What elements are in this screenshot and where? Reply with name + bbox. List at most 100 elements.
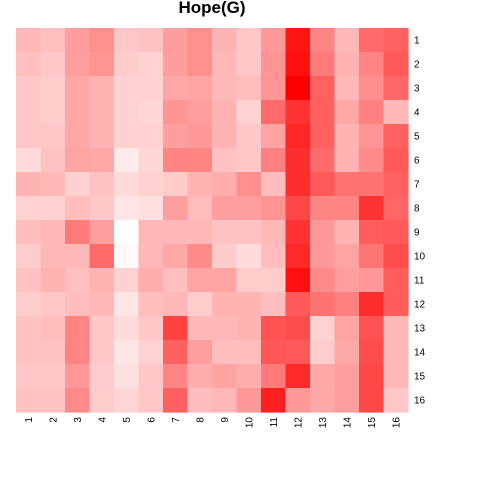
heatmap-cell-r9-c1 (16, 220, 42, 245)
heatmap-cell-r5-c4 (89, 124, 115, 149)
heatmap-cell-r10-c3 (65, 244, 91, 269)
y-tick-label: 1 (414, 36, 420, 47)
heatmap-cell-r1-c16 (383, 28, 409, 53)
heatmap-cell-r16-c7 (163, 388, 189, 413)
heatmap-cell-r8-c9 (212, 196, 238, 221)
heatmap-cell-r15-c3 (65, 364, 91, 389)
heatmap-cell-r4-c9 (212, 100, 238, 125)
heatmap-cell-r6-c15 (359, 148, 385, 173)
x-tick-label: 3 (73, 417, 84, 423)
heatmap-cell-r3-c7 (163, 76, 189, 101)
y-tick-label: 8 (414, 204, 420, 215)
heatmap-cell-r7-c5 (114, 172, 140, 197)
heatmap-cell-r6-c13 (310, 148, 336, 173)
x-tick-label: 1 (24, 417, 35, 423)
y-tick-label: 6 (414, 156, 420, 167)
heatmap-cell-r8-c6 (138, 196, 164, 221)
heatmap-cell-r14-c3 (65, 340, 91, 365)
heatmap-cell-r1-c5 (114, 28, 140, 53)
heatmap-cell-r15-c12 (285, 364, 311, 389)
heatmap-cell-r13-c9 (212, 316, 238, 341)
heatmap-cell-r2-c14 (334, 52, 360, 77)
x-tick-label: 14 (342, 417, 353, 429)
heatmap-cell-r11-c8 (187, 268, 213, 293)
heatmap-cell-r6-c3 (65, 148, 91, 173)
heatmap-cell-r4-c10 (236, 100, 262, 125)
heatmap-cell-r4-c5 (114, 100, 140, 125)
x-tick-label: 7 (171, 417, 182, 423)
heatmap-cell-r11-c7 (163, 268, 189, 293)
heatmap-cell-r13-c8 (187, 316, 213, 341)
heatmap-cell-r15-c8 (187, 364, 213, 389)
heatmap-cell-r12-c3 (65, 292, 91, 317)
heatmap-cell-r7-c11 (261, 172, 287, 197)
heatmap-cell-r11-c16 (383, 268, 409, 293)
heatmap-cell-r2-c8 (187, 52, 213, 77)
heatmap-cell-r3-c1 (16, 76, 42, 101)
heatmap-cell-r3-c3 (65, 76, 91, 101)
heatmap-cell-r2-c2 (40, 52, 66, 77)
heatmap-cell-r6-c8 (187, 148, 213, 173)
heatmap-cell-r1-c4 (89, 28, 115, 53)
heatmap-cell-r2-c5 (114, 52, 140, 77)
heatmap-cell-r12-c9 (212, 292, 238, 317)
x-tick-label: 2 (48, 417, 59, 423)
heatmap-cell-r8-c11 (261, 196, 287, 221)
heatmap-cell-r14-c14 (334, 340, 360, 365)
y-tick-label: 12 (414, 300, 426, 311)
heatmap-cell-r12-c11 (261, 292, 287, 317)
heatmap-cell-r1-c8 (187, 28, 213, 53)
heatmap-cell-r10-c13 (310, 244, 336, 269)
heatmap-cell-r13-c10 (236, 316, 262, 341)
heatmap-cell-r7-c6 (138, 172, 164, 197)
heatmap-cell-r13-c12 (285, 316, 311, 341)
heatmap-cell-r9-c9 (212, 220, 238, 245)
heatmap-cell-r9-c6 (138, 220, 164, 245)
heatmap-cell-r10-c9 (212, 244, 238, 269)
heatmap-cell-r15-c6 (138, 364, 164, 389)
heatmap-cell-r12-c6 (138, 292, 164, 317)
x-tick-label: 5 (122, 417, 133, 423)
heatmap-cell-r5-c7 (163, 124, 189, 149)
heatmap-cell-r12-c12 (285, 292, 311, 317)
heatmap-cell-r8-c10 (236, 196, 262, 221)
heatmap-cell-r5-c3 (65, 124, 91, 149)
heatmap-cell-r13-c15 (359, 316, 385, 341)
heatmap-cell-r16-c6 (138, 388, 164, 413)
heatmap-cell-r2-c1 (16, 52, 42, 77)
heatmap-cell-r12-c1 (16, 292, 42, 317)
heatmap-cell-r4-c1 (16, 100, 42, 125)
heatmap-cell-r11-c1 (16, 268, 42, 293)
heatmap-cell-r3-c15 (359, 76, 385, 101)
heatmap-cell-r14-c2 (40, 340, 66, 365)
heatmap-cell-r7-c14 (334, 172, 360, 197)
y-tick-label: 14 (414, 348, 426, 359)
heatmap-cell-r15-c11 (261, 364, 287, 389)
heatmap-cell-r10-c8 (187, 244, 213, 269)
heatmap-cell-r11-c3 (65, 268, 91, 293)
heatmap-cell-r12-c16 (383, 292, 409, 317)
heatmap-cell-r16-c1 (16, 388, 42, 413)
heatmap-cell-r13-c16 (383, 316, 409, 341)
heatmap-cell-r5-c5 (114, 124, 140, 149)
x-tick-label: 8 (195, 417, 206, 423)
heatmap-cell-r10-c7 (163, 244, 189, 269)
heatmap-cell-r6-c6 (138, 148, 164, 173)
heatmap-cell-r16-c10 (236, 388, 262, 413)
heatmap-cell-r13-c5 (114, 316, 140, 341)
heatmap-cell-r2-c3 (65, 52, 91, 77)
y-tick-label: 11 (414, 276, 425, 287)
heatmap-cell-r2-c9 (212, 52, 238, 77)
y-tick-label: 15 (414, 372, 426, 383)
y-tick-label: 5 (414, 132, 420, 143)
heatmap-cell-r16-c3 (65, 388, 91, 413)
heatmap-cell-r6-c10 (236, 148, 262, 173)
heatmap-cell-r5-c13 (310, 124, 336, 149)
heatmap-cell-r6-c1 (16, 148, 42, 173)
heatmap-cell-r9-c7 (163, 220, 189, 245)
heatmap-cell-r8-c15 (359, 196, 385, 221)
heatmap-cell-r10-c10 (236, 244, 262, 269)
heatmap-cell-r1-c14 (334, 28, 360, 53)
heatmap-cell-r1-c12 (285, 28, 311, 53)
